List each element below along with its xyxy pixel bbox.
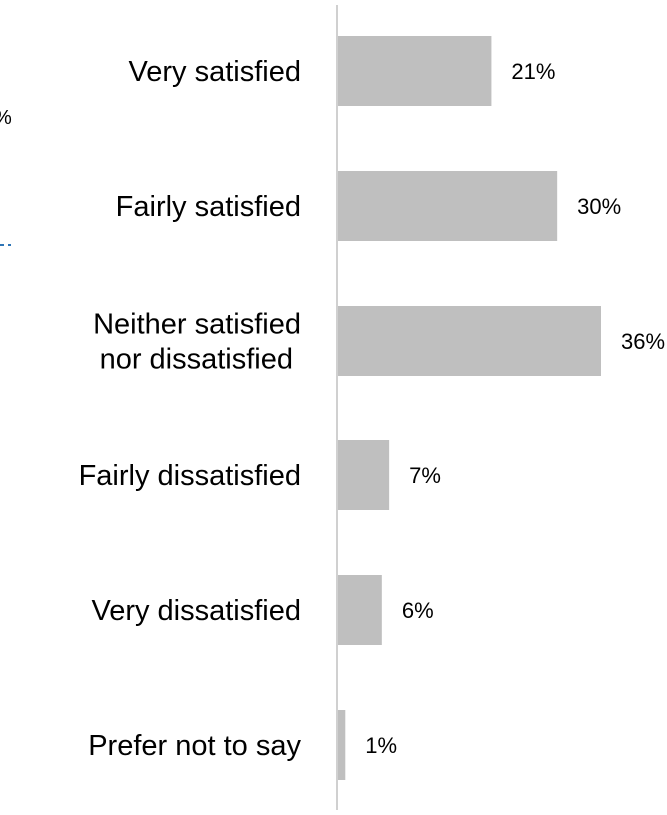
value-label: 6%: [402, 598, 434, 623]
category-labels-group: Very satisfied Fairly satisfied Neither sa…: [79, 56, 302, 762]
category-label: Fairly satisfied: [116, 191, 301, 223]
category-label: Fairly dissatisfied: [79, 460, 301, 492]
value-label: 21%: [511, 59, 555, 84]
bar: [338, 36, 492, 106]
value-label: 30%: [577, 194, 621, 219]
category-label: Neither satisfied: [93, 309, 301, 341]
value-label: 7%: [409, 463, 441, 488]
bar: [338, 710, 346, 780]
value-label: 1%: [365, 733, 397, 758]
bars-group: [338, 36, 601, 780]
category-label: Prefer not to say: [88, 730, 301, 762]
value-label: 36%: [621, 329, 665, 354]
category-label: Very dissatisfied: [91, 595, 301, 627]
bar: [338, 306, 601, 376]
bar: [338, 575, 382, 645]
bar: [338, 171, 558, 241]
category-label: nor dissatisfied: [100, 344, 293, 376]
value-labels-group: 21% 30% 36% 7% 6% 1%: [365, 59, 665, 758]
bar: [338, 440, 390, 510]
category-label: Very satisfied: [129, 56, 301, 88]
left-edge-percent-fragment: %: [0, 107, 12, 129]
